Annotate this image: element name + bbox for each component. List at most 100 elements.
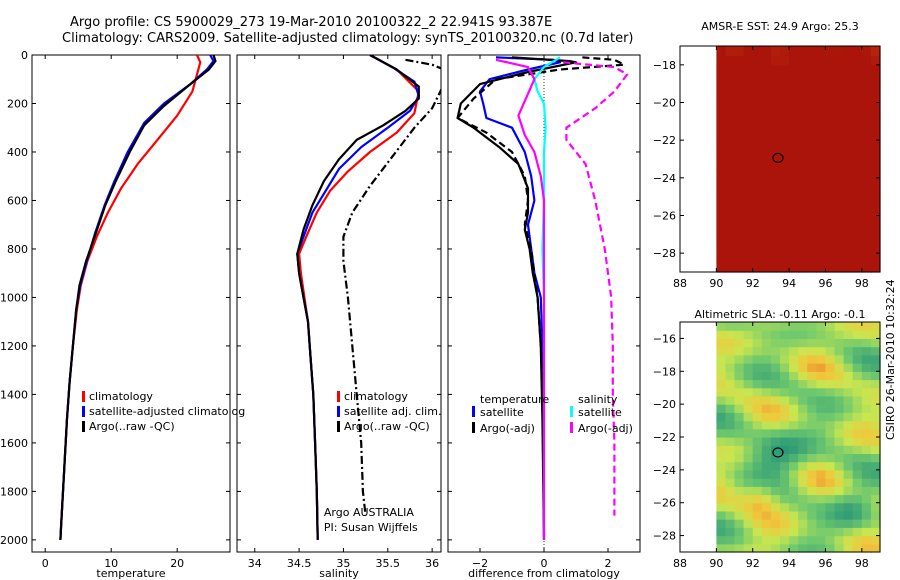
map-cell (807, 140, 817, 151)
map-cell (834, 437, 845, 446)
map-cell (861, 206, 872, 217)
map-cell (834, 64, 845, 75)
map-cell (716, 64, 727, 75)
map-cell (825, 83, 836, 94)
map-cell (743, 93, 754, 104)
map-cell (734, 478, 745, 487)
map-cell (716, 224, 727, 235)
map-cell (752, 395, 763, 405)
map-cell (761, 102, 772, 113)
map-cell (743, 322, 754, 331)
map-cell (825, 338, 836, 348)
legend-label: climatology (344, 390, 408, 403)
map-cell (752, 461, 763, 471)
map-cell (816, 437, 827, 446)
map-cell (861, 543, 872, 553)
map-cell (798, 187, 808, 198)
map-cell (843, 354, 854, 364)
legend-swatch (337, 406, 340, 417)
map-cell (752, 535, 763, 545)
map-cell (798, 243, 808, 254)
map-cell (798, 234, 808, 245)
map-cell (789, 149, 799, 160)
map-cell (825, 486, 836, 496)
map-cell (761, 196, 772, 207)
map-cell (852, 338, 863, 348)
map-cell (725, 354, 736, 364)
map-cell (752, 159, 763, 169)
map-cell (816, 322, 827, 331)
map-cell (725, 224, 736, 235)
map-cell (789, 253, 799, 264)
map-cell (761, 387, 772, 397)
map-cell (761, 111, 772, 122)
map-cell (761, 486, 772, 496)
map-cell (761, 149, 772, 160)
map-cell (861, 404, 872, 413)
map-cell (798, 486, 808, 496)
map-cell (852, 543, 863, 553)
map-cell (825, 215, 836, 226)
map-cell (743, 527, 754, 537)
map-cell (798, 140, 808, 151)
map-cell (825, 121, 836, 132)
map-cell (834, 486, 845, 496)
map-cell (761, 346, 772, 356)
map-cell (816, 519, 827, 528)
map-cell (816, 215, 827, 226)
map-cell (825, 243, 836, 254)
map-cell (861, 354, 872, 364)
series-line (342, 58, 441, 516)
map-cell (725, 535, 736, 545)
map-cell (734, 395, 745, 405)
map-cell (752, 354, 763, 364)
map-cell (807, 437, 817, 446)
map-cell (843, 453, 854, 463)
map-cell (834, 330, 845, 339)
map-cell (761, 130, 772, 141)
map-cell (770, 46, 781, 56)
map-cell (834, 149, 845, 160)
map-cell (807, 111, 817, 122)
map-cell (780, 196, 790, 207)
map-cell (843, 243, 854, 254)
map-cell (798, 461, 808, 471)
map-cell (861, 93, 872, 104)
map-cell (834, 502, 845, 512)
map-cell (816, 177, 827, 188)
map-cell (725, 74, 736, 85)
map-cell (816, 64, 827, 75)
map-cell (852, 379, 863, 389)
map-cell (861, 149, 872, 160)
map-cell (861, 74, 872, 85)
map-cell (752, 412, 763, 422)
map-cell (825, 543, 836, 553)
map-cell (743, 338, 754, 348)
map-cell (789, 535, 799, 545)
map-cell (870, 395, 881, 405)
map-cell (843, 420, 854, 430)
map-cell (843, 346, 854, 356)
map-cell (870, 461, 881, 471)
legend-swatch (82, 406, 85, 417)
map-cell (807, 486, 817, 496)
map-cell (734, 371, 745, 381)
map-cell (780, 379, 790, 389)
map-cell (716, 206, 727, 217)
map-cell (761, 354, 772, 364)
map-cell (743, 46, 754, 56)
map-cell (752, 243, 763, 254)
map-cell (734, 253, 745, 264)
map-cell (825, 102, 836, 113)
map-cell (834, 543, 845, 553)
map-cell (725, 387, 736, 397)
map-cell (743, 502, 754, 512)
map-cell (816, 55, 827, 66)
map-cell (807, 363, 817, 372)
y-tick-label: 800 (7, 243, 28, 256)
map-cell (861, 371, 872, 381)
map-cell (816, 510, 827, 520)
map-cell (825, 510, 836, 520)
map-cell (861, 445, 872, 454)
map-cell (752, 330, 763, 339)
